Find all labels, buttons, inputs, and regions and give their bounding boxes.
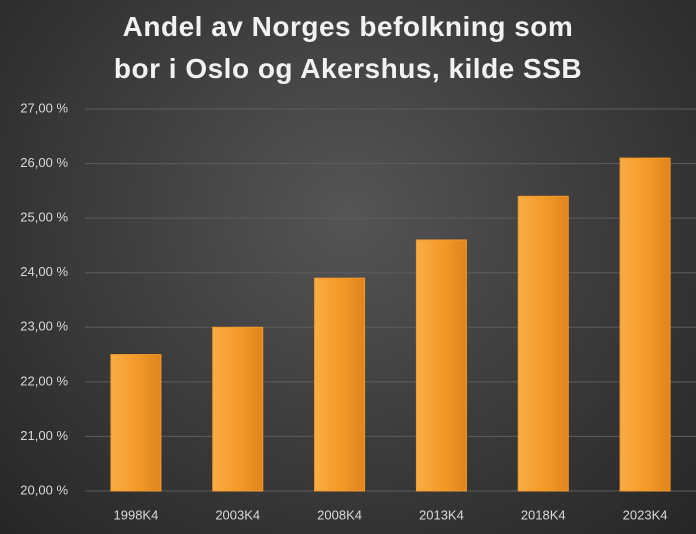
x-tick-label: 2023K4 — [623, 507, 668, 522]
x-tick-label: 2018K4 — [521, 507, 566, 522]
bar — [517, 195, 569, 492]
y-tick-label: 22,00 % — [20, 373, 68, 388]
y-tick-label: 23,00 % — [20, 319, 68, 334]
chart-title: Andel av Norges befolkning som bor i Osl… — [113, 11, 583, 84]
y-tick-label: 25,00 % — [20, 210, 68, 225]
bar — [314, 277, 366, 492]
y-tick-label: 20,00 % — [20, 482, 68, 497]
bar — [212, 326, 264, 492]
x-tick-label: 2008K4 — [317, 507, 362, 522]
y-tick-label: 24,00 % — [20, 264, 68, 279]
bar — [619, 157, 671, 492]
y-tick-label: 26,00 % — [20, 155, 68, 170]
bar — [110, 354, 162, 492]
bar — [415, 239, 467, 492]
y-tick-label: 27,00 % — [20, 100, 68, 115]
x-tick-label: 2013K4 — [419, 507, 464, 522]
x-tick-label: 2003K4 — [215, 507, 260, 522]
x-tick-label: 1998K4 — [114, 507, 159, 522]
y-tick-label: 21,00 % — [20, 428, 68, 443]
